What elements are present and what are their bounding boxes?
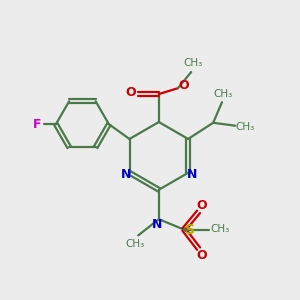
Text: CH₃: CH₃ (214, 89, 233, 99)
Text: O: O (125, 86, 136, 99)
Text: O: O (178, 79, 189, 92)
Text: S: S (185, 223, 195, 236)
Text: O: O (197, 200, 207, 212)
Text: N: N (187, 168, 197, 181)
Text: N: N (121, 168, 131, 181)
Text: CH₃: CH₃ (211, 224, 230, 235)
Text: O: O (196, 249, 207, 262)
Text: CH₃: CH₃ (125, 238, 144, 249)
Text: F: F (32, 118, 41, 131)
Text: CH₃: CH₃ (183, 58, 202, 68)
Text: CH₃: CH₃ (235, 122, 254, 132)
Text: N: N (152, 218, 163, 231)
